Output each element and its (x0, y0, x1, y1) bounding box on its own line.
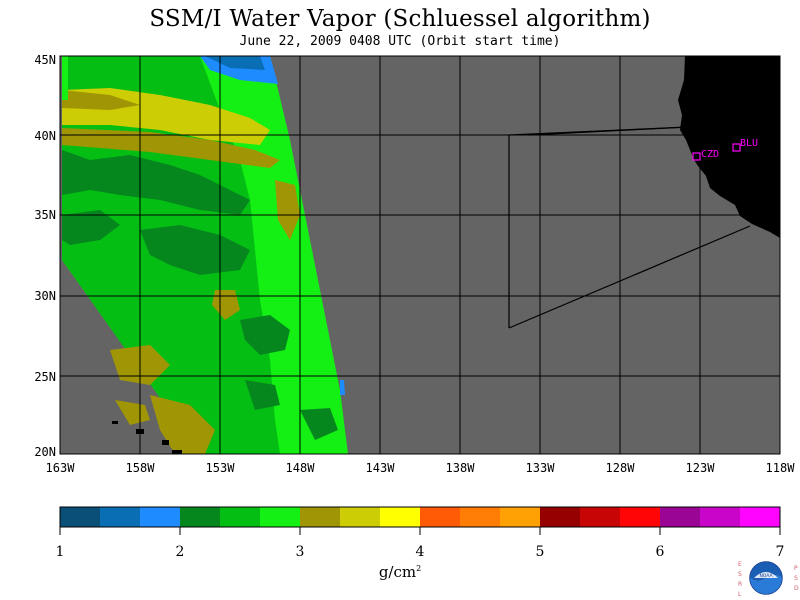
colorbar-swatch (180, 507, 221, 527)
logo-letter: S (738, 571, 742, 578)
lat-label: 40N (34, 129, 56, 143)
logo-center-text: NOAA (759, 573, 773, 579)
colorbar-swatch (580, 507, 621, 527)
logo-letter: D (794, 585, 799, 592)
colorbar-tick-label: 6 (655, 544, 665, 560)
units-text: g/cm (378, 563, 417, 581)
chart-subtitle: June 22, 2009 0408 UTC (Orbit start time… (239, 34, 561, 49)
flight-track-south-leg (508, 225, 751, 329)
colorbar-swatch (260, 507, 301, 527)
longitude-axis: 163W 158W 153W 148W 143W 138W 133W 128W … (46, 461, 796, 475)
lon-label: 158W (126, 461, 156, 475)
lon-label: 153W (206, 461, 236, 475)
colorbar-swatch (100, 507, 141, 527)
station-czd: CZD (692, 149, 719, 161)
colorbar-swatch (700, 507, 741, 527)
colorbar-tick-label: 2 (175, 544, 185, 560)
lon-label: 128W (606, 461, 636, 475)
latitude-axis: 45N 40N 35N 30N 25N 20N (34, 53, 56, 459)
lon-label: 133W (526, 461, 556, 475)
colorbar-tick-label: 3 (295, 544, 305, 560)
colorbar-swatch (660, 507, 701, 527)
lat-label: 30N (34, 289, 56, 303)
colorbar-swatch (420, 507, 461, 527)
lon-label: 118W (766, 461, 796, 475)
logo-letter: L (738, 591, 742, 598)
logo-letter: S (794, 575, 798, 582)
flight-track-north-leg (508, 126, 689, 136)
colorbar-swatch (460, 507, 501, 527)
colorbar-swatch (220, 507, 261, 527)
colorbar-swatch (300, 507, 341, 527)
lat-label: 20N (34, 445, 56, 459)
colorbar-units: g/cm2 (0, 563, 800, 581)
colorbar-ticks (59, 527, 781, 535)
map-border (59, 55, 781, 455)
logo-letter: R (738, 581, 742, 588)
lon-label: 123W (686, 461, 716, 475)
chart-title: SSM/I Water Vapor (Schluessel algorithm) (149, 6, 651, 32)
lon-label: 148W (286, 461, 316, 475)
colorbar-tick-label: 7 (775, 544, 785, 560)
noaa-esrl-psd-logo: E S R L NOAA P S D (738, 561, 799, 598)
colorbar-tick-label: 5 (535, 544, 545, 560)
station-blu-marker (732, 143, 741, 152)
units-superscript: 2 (416, 564, 422, 573)
station-czd-label: CZD (701, 149, 719, 160)
colorbar-swatch (60, 507, 101, 527)
colorbar-swatch (140, 507, 181, 527)
lat-label: 45N (34, 53, 56, 67)
colorbar-tick-label: 1 (55, 544, 65, 560)
colorbar (60, 507, 781, 527)
lat-label: 35N (34, 208, 56, 222)
station-czd-marker (692, 152, 701, 161)
lon-label: 143W (366, 461, 396, 475)
colorbar-swatch (540, 507, 581, 527)
colorbar-swatch (620, 507, 661, 527)
colorbar-tick-label: 4 (415, 544, 425, 560)
logo-letter: E (738, 561, 742, 568)
colorbar-swatch (740, 507, 781, 527)
north-america-landmass (678, 56, 780, 238)
colorbar-swatch (340, 507, 381, 527)
station-blu-label: BLU (740, 138, 758, 149)
water-vapor-swath (62, 56, 348, 454)
station-blu: BLU (732, 138, 758, 152)
lon-label: 163W (46, 461, 76, 475)
map-gridlines (60, 56, 780, 454)
lat-label: 25N (34, 370, 56, 384)
logo-letter: P (794, 565, 798, 572)
map-panel: CZD BLU (60, 56, 780, 454)
lon-label: 138W (446, 461, 476, 475)
colorbar-swatch (380, 507, 421, 527)
colorbar-swatch (500, 507, 541, 527)
